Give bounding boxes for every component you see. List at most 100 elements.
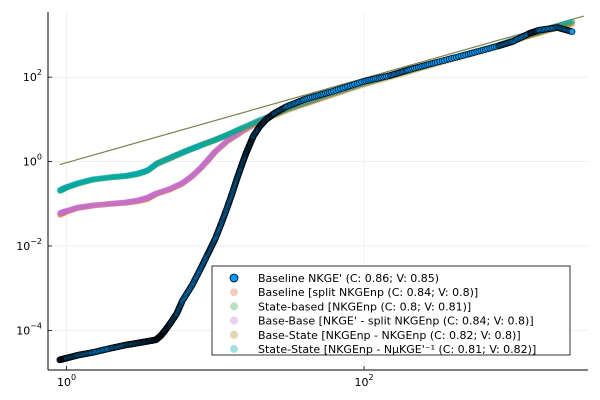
data-point [223,138,230,145]
data-point [66,207,73,214]
data-point [184,176,191,183]
data-point [87,202,94,209]
data-point [146,165,153,172]
data-point [228,135,235,142]
data-point [77,204,84,211]
data-point [109,200,116,207]
data-point [63,183,70,190]
data-point [235,130,242,137]
data-point [67,207,74,214]
data-point [249,122,256,129]
data-point [232,128,239,135]
data-point [196,142,203,149]
data-point [144,195,151,202]
data-point [69,206,76,213]
data-point [103,175,110,182]
data-point [153,191,160,198]
data-point [82,203,89,210]
data-point [100,201,107,208]
data-point [61,208,68,215]
data-point [222,132,229,139]
data-point [105,174,112,181]
data-point [135,170,142,177]
data-point [217,135,224,142]
data-point [135,171,142,178]
data-point [253,118,260,125]
data-point [135,170,142,177]
data-point [194,168,201,175]
data-point [225,131,232,138]
data-point [132,170,139,177]
data-point [147,194,154,201]
data-point [163,156,170,163]
data-point [180,149,187,156]
data-point [89,176,96,183]
data-point [197,164,204,171]
data-point [103,201,110,208]
data-point [189,173,196,180]
data-point [160,188,167,195]
data-point [128,198,135,205]
data-point [195,166,202,173]
data-point [82,178,89,185]
data-point [117,200,124,207]
data-point [78,204,85,211]
data-point [206,139,213,146]
data-point [214,135,221,142]
data-point [61,185,68,192]
data-point [156,159,163,166]
data-point [120,172,127,179]
data-point [140,168,147,175]
data-point [60,186,67,193]
data-point [117,199,124,206]
data-point [241,124,248,131]
data-point [86,177,93,184]
data-point [84,203,91,210]
data-point [188,145,195,152]
data-point [93,202,100,209]
data-point [219,142,226,149]
data-point [130,171,137,178]
data-point [192,169,199,176]
data-point [219,134,226,141]
data-point [158,188,165,195]
data-point [167,154,174,161]
data-point [156,189,163,196]
data-point [148,164,155,171]
data-point [97,201,104,208]
data-point [85,202,92,209]
data-point [214,135,221,142]
data-point [183,147,190,154]
data-point [168,154,175,161]
data-point [212,136,219,143]
data-point [170,153,177,160]
data-point [63,207,70,214]
data-point [198,141,205,148]
data-point [236,130,243,137]
data-point [155,189,162,196]
data-point [164,156,171,163]
data-point [151,191,158,198]
data-point [189,145,196,152]
data-point [115,173,122,180]
data-point [201,161,208,168]
data-point [202,159,209,166]
data-point [85,177,92,184]
data-point [139,168,146,175]
data-point [170,184,177,191]
data-point [566,19,573,26]
data-point [160,188,167,194]
data-point [101,174,108,181]
data-point [115,200,122,207]
data-point [217,143,224,150]
data-point [216,134,223,141]
data-point [96,201,103,208]
data-point [242,124,249,131]
data-points-layer [56,18,576,364]
data-point [194,143,201,150]
data-point [145,166,152,173]
data-point [216,144,223,151]
data-point [158,189,165,196]
data-point [173,151,180,158]
data-point [569,20,576,27]
